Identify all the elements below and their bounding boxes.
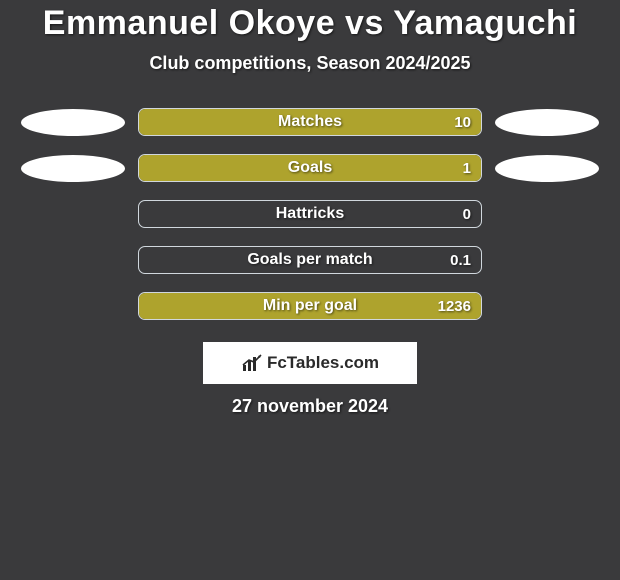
page-title: Emmanuel Okoye vs Yamaguchi xyxy=(0,4,620,43)
stat-row: Goals1 xyxy=(0,154,620,182)
right-side xyxy=(482,109,612,136)
stat-bar: Goals per match0.1 xyxy=(138,246,482,274)
left-ellipse xyxy=(21,109,125,136)
stat-row: Matches10 xyxy=(0,108,620,136)
stat-bar-fill xyxy=(139,293,481,319)
stat-bar: Matches10 xyxy=(138,108,482,136)
stat-row: Goals per match0.1 xyxy=(0,246,620,274)
stat-label: Hattricks xyxy=(139,201,481,227)
left-side xyxy=(8,155,138,182)
stat-bar: Hattricks0 xyxy=(138,200,482,228)
stat-bar: Min per goal1236 xyxy=(138,292,482,320)
stat-bar-fill xyxy=(139,155,481,181)
stat-value: 0 xyxy=(463,201,471,227)
right-side xyxy=(482,155,612,182)
brand-chart-icon xyxy=(241,353,265,373)
left-ellipse xyxy=(21,155,125,182)
stat-rows: Matches10 Goals1 Hattricks0 Goals per match… xyxy=(0,108,620,320)
brand-badge: FcTables.com xyxy=(203,342,417,384)
brand-text: FcTables.com xyxy=(267,353,379,373)
right-ellipse xyxy=(495,109,599,136)
page-subtitle: Club competitions, Season 2024/2025 xyxy=(0,53,620,74)
stat-value: 0.1 xyxy=(450,247,471,273)
right-ellipse xyxy=(495,155,599,182)
comparison-infographic: Emmanuel Okoye vs Yamaguchi Club competi… xyxy=(0,0,620,580)
stat-row: Hattricks0 xyxy=(0,200,620,228)
stat-bar-fill xyxy=(139,109,481,135)
stat-bar: Goals1 xyxy=(138,154,482,182)
date-text: 27 november 2024 xyxy=(0,396,620,417)
left-side xyxy=(8,109,138,136)
stat-label: Goals per match xyxy=(139,247,481,273)
stat-row: Min per goal1236 xyxy=(0,292,620,320)
